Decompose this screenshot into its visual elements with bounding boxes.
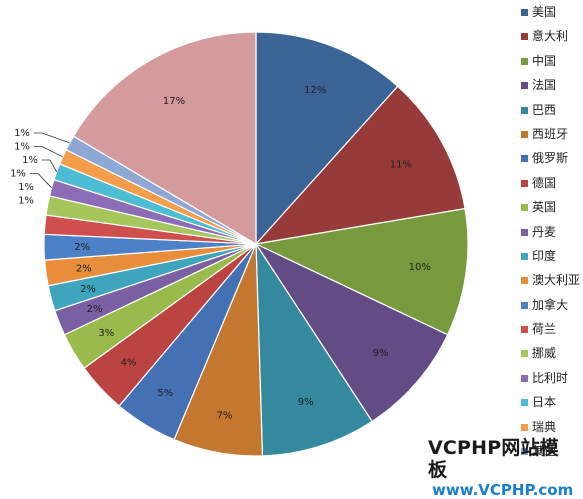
- legend-label: 美国: [532, 5, 557, 19]
- legend-item: 印度: [519, 248, 583, 272]
- legend-swatch: [521, 252, 528, 260]
- data-label-4: 9%: [298, 397, 314, 408]
- legend-item: 丹麦: [519, 224, 583, 248]
- data-label-10: 2%: [80, 284, 96, 295]
- legend-swatch: [521, 301, 528, 309]
- legend-item: 法国: [519, 77, 583, 101]
- legend-swatch: [521, 204, 528, 212]
- pie-slice-1: [254, 85, 466, 245]
- legend-item: 加拿大: [519, 297, 583, 321]
- legend-swatch: [521, 399, 528, 407]
- data-label-3: 9%: [373, 348, 389, 359]
- legend-label: 俄罗斯: [532, 151, 569, 166]
- pie-slice-2: [254, 207, 469, 336]
- data-label-15: 1%: [10, 169, 26, 180]
- chart-legend: 美国意大利中国法国巴西西班牙俄罗斯德国英国丹麦印度澳大利亚加拿大荷兰挪威比利时日…: [519, 4, 583, 467]
- data-label-14: 1%: [18, 182, 34, 193]
- data-label-5: 7%: [216, 410, 232, 421]
- legend-item: 西班牙: [519, 126, 583, 150]
- legend-swatch: [521, 228, 528, 236]
- watermark: VCPHP网站模板 www.VCPHP.com: [428, 437, 578, 499]
- legend-item: 德国: [519, 175, 583, 199]
- data-label-7: 4%: [121, 358, 137, 369]
- legend-item: 美国: [519, 4, 583, 28]
- pie-slice-19: [72, 31, 257, 246]
- legend-swatch: [521, 155, 528, 163]
- legend-label: 意大利: [532, 29, 569, 44]
- legend-label: 比利时: [532, 370, 569, 385]
- data-label-1: 11%: [390, 160, 412, 171]
- pie-slice-0: [255, 31, 399, 246]
- legend-label: 其他: [532, 444, 557, 459]
- data-label-16: 1%: [22, 155, 38, 166]
- legend-item: 其他: [519, 443, 583, 467]
- data-label-18: 1%: [14, 128, 30, 139]
- legend-item: 意大利: [519, 28, 583, 52]
- data-label-19: 17%: [163, 96, 185, 107]
- pie-slice-3: [254, 242, 449, 423]
- legend-item: 挪威: [519, 345, 583, 369]
- data-label-0: 12%: [304, 85, 326, 96]
- legend-item: 日本: [519, 394, 583, 418]
- legend-swatch: [521, 179, 528, 187]
- pie-chart: 12% 11% 10% 9% 9% 7% 5% 4% 3% 2% 2% 2% 2% 17% 1% 1% 1% 1%…: [10, 31, 469, 457]
- legend-label: 加拿大: [532, 297, 569, 312]
- legend-item: 巴西: [519, 102, 583, 126]
- data-label-12: 2%: [74, 242, 90, 253]
- legend-label: 法国: [532, 78, 557, 93]
- legend-swatch: [521, 374, 528, 382]
- legend-item: 比利时: [519, 370, 583, 394]
- legend-swatch: [521, 350, 528, 358]
- legend-label: 西班牙: [532, 126, 569, 141]
- data-label-6: 5%: [157, 388, 173, 399]
- pie-slice-4: [255, 241, 373, 457]
- data-label-13: 1%: [18, 196, 34, 207]
- legend-item: 澳大利亚: [519, 272, 583, 296]
- legend-swatch: [521, 57, 528, 65]
- data-label-17: 1%: [14, 142, 30, 153]
- legend-item: 荷兰: [519, 321, 583, 345]
- leader-line-18: [34, 132, 70, 144]
- legend-swatch: [521, 130, 528, 138]
- legend-label: 挪威: [532, 346, 557, 361]
- legend-item: 中国: [519, 53, 583, 77]
- legend-item: 英国: [519, 199, 583, 223]
- legend-swatch: [521, 9, 528, 16]
- legend-label: 中国: [532, 53, 557, 68]
- legend-label: 澳大利亚: [532, 273, 581, 288]
- legend-swatch: [521, 106, 528, 114]
- legend-label: 印度: [532, 248, 557, 263]
- legend-swatch: [521, 448, 528, 456]
- legend-item: 瑞典: [519, 419, 583, 443]
- legend-swatch: [521, 82, 528, 90]
- legend-label: 荷兰: [532, 322, 557, 337]
- data-label-8: 3%: [98, 328, 114, 339]
- legend-swatch: [521, 326, 528, 334]
- legend-label: 日本: [532, 395, 557, 410]
- data-label-11: 2%: [76, 263, 92, 274]
- legend-item: 俄罗斯: [519, 150, 583, 174]
- legend-label: 德国: [532, 175, 557, 190]
- watermark-title: VCPHP网站模板: [428, 437, 560, 481]
- leader-line-17: [34, 146, 63, 158]
- legend-label: 英国: [532, 200, 557, 215]
- legend-label: 巴西: [532, 102, 557, 117]
- data-label-2: 10%: [409, 262, 431, 273]
- watermark-url: www.VCPHP.com: [432, 481, 574, 499]
- leader-line-16: [42, 159, 58, 172]
- legend-label: 丹麦: [532, 224, 557, 239]
- legend-swatch: [521, 423, 528, 431]
- data-label-9: 2%: [87, 304, 103, 315]
- legend-label: 瑞典: [532, 419, 557, 434]
- legend-swatch: [521, 277, 528, 285]
- legend-swatch: [521, 33, 528, 41]
- leader-line-15: [30, 173, 52, 189]
